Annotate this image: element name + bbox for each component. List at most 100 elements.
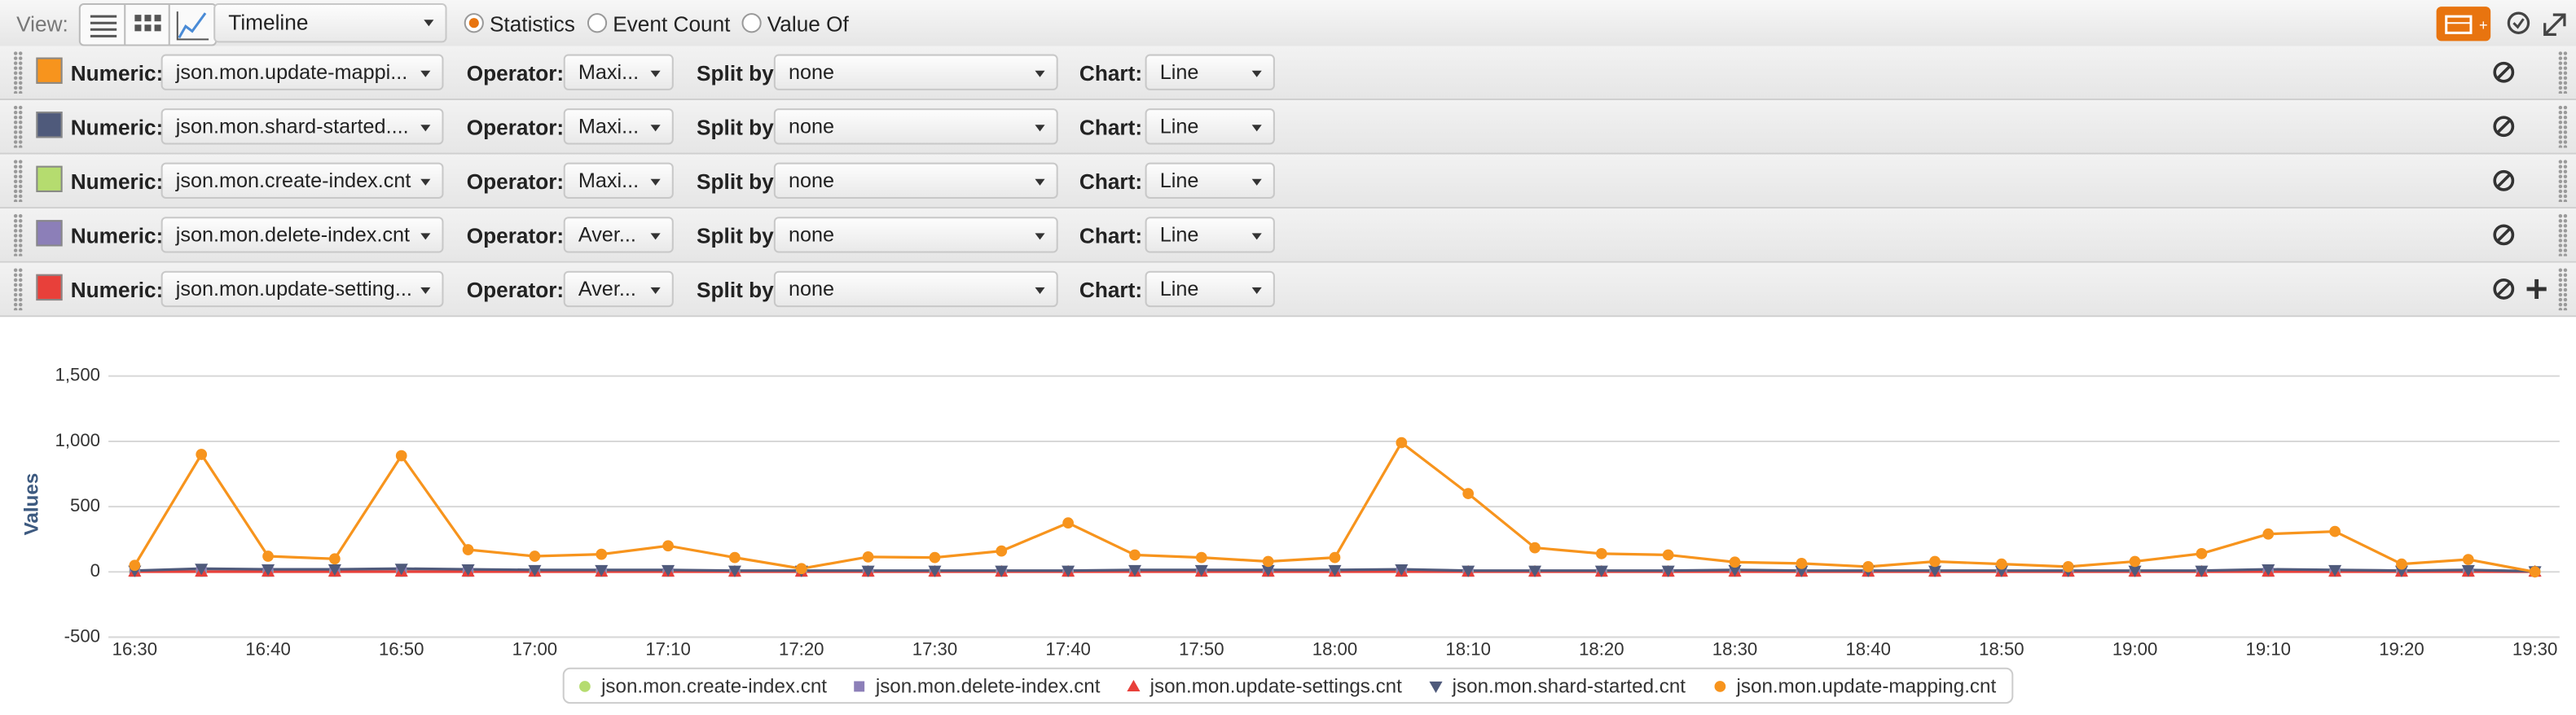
- radio-ring: [741, 13, 762, 33]
- legend-item[interactable]: json.mon.update-settings.cnt: [1127, 675, 1402, 697]
- data-point: [1929, 555, 1941, 568]
- drag-handle[interactable]: [2557, 105, 2568, 148]
- legend-item[interactable]: json.mon.shard-started.cnt: [1429, 675, 1686, 697]
- color-swatch[interactable]: [36, 220, 63, 247]
- data-point: [195, 564, 209, 576]
- split-select[interactable]: none: [773, 217, 1058, 253]
- operator-label: Operator:: [466, 115, 565, 140]
- row-actions[interactable]: [2489, 58, 2555, 90]
- chart-select[interactable]: Line: [1145, 108, 1275, 145]
- data-point: [1129, 549, 1141, 561]
- numeric-select[interactable]: json.mon.update-setting...: [160, 270, 444, 308]
- drag-handle[interactable]: [13, 50, 24, 94]
- data-point: [129, 559, 141, 572]
- split-select[interactable]: none: [773, 162, 1058, 200]
- chart-select[interactable]: Line: [1145, 162, 1275, 200]
- numeric-select[interactable]: json.mon.delete-index.cnt: [160, 217, 444, 253]
- view-buttons[interactable]: [78, 3, 218, 46]
- data-point: [262, 551, 274, 562]
- window-icons[interactable]: [2505, 10, 2571, 37]
- operator-select[interactable]: Maxi...: [563, 108, 674, 145]
- data-point: [1262, 555, 1274, 568]
- split-select[interactable]: none: [773, 270, 1058, 308]
- data-point: [327, 564, 341, 577]
- radio-label: Value Of: [767, 11, 849, 37]
- split-select[interactable]: none: [773, 108, 1058, 145]
- filter-row: Numeric: json.mon.create-index.cnt Operato…: [0, 154, 2576, 209]
- split-label: Split by:: [697, 277, 781, 303]
- x-tick-label: 17:20: [779, 638, 824, 659]
- drag-handle[interactable]: [2557, 267, 2568, 311]
- x-tick-label: 17:10: [645, 638, 690, 659]
- drag-handle[interactable]: [13, 105, 24, 148]
- add-panel-button[interactable]: +: [2436, 7, 2491, 42]
- chart-select[interactable]: Line: [1145, 270, 1275, 308]
- color-swatch[interactable]: [36, 112, 63, 138]
- row-actions[interactable]: [2489, 166, 2555, 199]
- data-point: [995, 565, 1009, 577]
- data-point: [1261, 564, 1275, 577]
- remove-icon: [2493, 279, 2515, 300]
- data-point: [662, 540, 674, 552]
- data-point: [2262, 528, 2275, 540]
- numeric-select[interactable]: json.mon.create-index.cnt: [160, 162, 444, 200]
- legend-item[interactable]: json.mon.delete-index.cnt: [854, 675, 1101, 697]
- data-point: [329, 553, 341, 565]
- numeric-select[interactable]: json.mon.shard-started....: [160, 108, 444, 145]
- chart-label: Chart:: [1079, 60, 1143, 86]
- data-point: [1796, 558, 1808, 569]
- view-select[interactable]: Timeline: [213, 3, 447, 43]
- data-point: [2128, 565, 2142, 577]
- color-swatch[interactable]: [36, 274, 63, 301]
- chart: Values -500 0 500 1,000 1,500 16:30 16:40 16:50…: [21, 365, 2560, 704]
- data-point: [595, 564, 609, 577]
- data-point: [1329, 551, 1341, 564]
- data-point: [928, 565, 942, 577]
- drag-handle[interactable]: [2557, 159, 2568, 203]
- drag-handle[interactable]: [13, 267, 24, 311]
- data-point: [1395, 564, 1409, 577]
- radio: [464, 13, 484, 33]
- operator-select[interactable]: Maxi...: [563, 162, 674, 200]
- legend-label: json.mon.shard-started.cnt: [1452, 675, 1686, 697]
- numeric-label: Numeric:: [70, 277, 164, 303]
- split-select[interactable]: none: [773, 54, 1058, 90]
- row-actions[interactable]: [2489, 274, 2555, 307]
- split-label: Split by:: [697, 223, 781, 248]
- legend-item[interactable]: json.mon.update-mapping.cnt: [1714, 675, 1997, 697]
- legend-item[interactable]: json.mon.create-index.cnt: [579, 675, 827, 697]
- drag-handle[interactable]: [13, 213, 24, 257]
- operator-select[interactable]: Aver...: [563, 217, 674, 253]
- radio-label: Statistics: [489, 11, 575, 37]
- data-point: [1529, 542, 1541, 554]
- split-label: Split by:: [697, 60, 781, 86]
- legend-label: json.mon.delete-index.cnt: [875, 675, 1101, 697]
- chart-select[interactable]: Line: [1145, 54, 1275, 90]
- chart-label: Chart:: [1079, 169, 1143, 194]
- legend-marker: [854, 681, 865, 692]
- drag-handle[interactable]: [2557, 50, 2568, 94]
- data-point: [728, 565, 741, 577]
- drag-handle[interactable]: [13, 159, 24, 203]
- legend-box: [562, 667, 2014, 704]
- chart-label: Chart:: [1079, 115, 1143, 140]
- operator-select[interactable]: Aver...: [563, 270, 674, 308]
- remove-icon-slash: [2495, 227, 2512, 243]
- numeric-select[interactable]: json.mon.update-mappi...: [160, 54, 444, 90]
- x-tick-label: 19:10: [2246, 638, 2291, 659]
- color-swatch[interactable]: [36, 57, 63, 84]
- operator-select[interactable]: Maxi...: [563, 54, 674, 90]
- data-point: [1595, 547, 1607, 559]
- legend-marker: [1714, 681, 1726, 692]
- color-swatch[interactable]: [36, 165, 63, 192]
- drag-handle[interactable]: [2557, 213, 2568, 257]
- row-actions[interactable]: [2489, 112, 2555, 144]
- operator-label: Operator:: [466, 223, 565, 248]
- x-tick-label: 18:20: [1579, 638, 1624, 659]
- data-point: [2328, 564, 2342, 577]
- row-actions[interactable]: [2489, 220, 2555, 252]
- icon: +: [2445, 15, 2488, 34]
- data-point: [2329, 525, 2341, 537]
- chart-select[interactable]: Line: [1145, 217, 1275, 253]
- numeric-label: Numeric:: [70, 115, 164, 140]
